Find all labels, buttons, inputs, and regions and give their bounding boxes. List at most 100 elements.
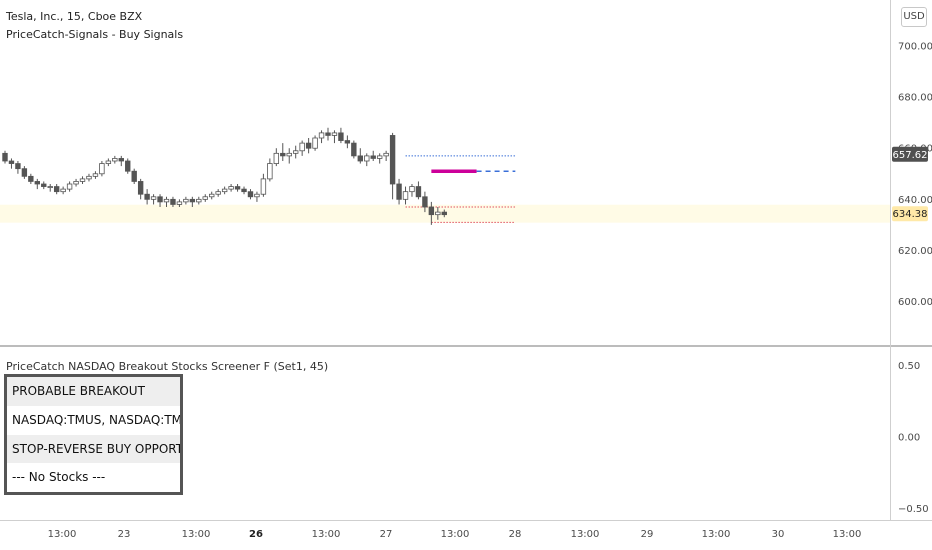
screener-tick-label: −0.50 — [898, 504, 929, 515]
candle[interactable] — [2, 150, 8, 164]
candle[interactable] — [86, 173, 92, 182]
candle[interactable] — [422, 191, 428, 213]
candle-body — [312, 137, 318, 149]
candle-body — [396, 183, 402, 200]
candle[interactable] — [60, 186, 66, 195]
candle[interactable] — [312, 135, 318, 151]
candle[interactable] — [273, 148, 280, 167]
candle[interactable] — [396, 178, 402, 205]
candle[interactable] — [267, 158, 273, 182]
candle-body — [34, 181, 40, 185]
candle-body — [131, 170, 137, 182]
candle[interactable] — [105, 158, 112, 167]
candle[interactable] — [21, 166, 28, 179]
candle[interactable] — [118, 155, 124, 167]
candle[interactable] — [99, 161, 105, 177]
price-tick-label: 620.00 — [898, 246, 932, 257]
time-tick-label: 30 — [772, 529, 785, 540]
candle[interactable] — [241, 186, 247, 195]
screener-tick-label: 0.50 — [898, 361, 920, 372]
candle[interactable] — [435, 207, 441, 220]
candle[interactable] — [318, 130, 325, 144]
candle[interactable] — [286, 148, 292, 164]
time-tick-label: 26 — [249, 529, 263, 540]
price-tick-label: 700.00 — [898, 42, 932, 53]
candle[interactable] — [125, 158, 131, 174]
candle-body — [254, 193, 260, 198]
candle[interactable] — [66, 181, 73, 192]
candle[interactable] — [41, 181, 47, 190]
time-axis[interactable]: 13:00 23 13:00 26 13:00 27 13:00 28 13:00 29 13:00… — [48, 529, 862, 540]
candle[interactable] — [247, 189, 254, 200]
candle[interactable] — [299, 140, 305, 156]
candle[interactable] — [131, 168, 137, 184]
candle[interactable] — [221, 186, 228, 195]
candle[interactable] — [325, 127, 331, 141]
candle-body — [364, 155, 370, 162]
candle[interactable] — [196, 196, 202, 205]
candle[interactable] — [92, 171, 99, 179]
candle[interactable] — [209, 191, 215, 200]
candle[interactable] — [357, 148, 363, 164]
candle[interactable] — [73, 178, 79, 187]
candle-body — [441, 211, 447, 216]
candle[interactable] — [34, 178, 40, 190]
candle[interactable] — [189, 196, 196, 207]
candle[interactable] — [8, 158, 15, 169]
candle[interactable] — [163, 196, 170, 207]
candle[interactable] — [176, 199, 183, 207]
candle-body — [318, 132, 325, 139]
candle[interactable] — [215, 189, 221, 197]
candle[interactable] — [441, 209, 447, 218]
candle[interactable] — [112, 155, 118, 164]
screener-title: PriceCatch NASDAQ Breakout Stocks Screen… — [6, 360, 328, 373]
screener-axis[interactable]: 0.50 0.00 −0.50 — [898, 361, 929, 515]
candle[interactable] — [351, 140, 357, 159]
candlestick-series[interactable] — [2, 127, 447, 225]
time-tick-label: 13:00 — [48, 529, 77, 540]
candle[interactable] — [428, 201, 435, 225]
candle[interactable] — [383, 150, 389, 161]
candle[interactable] — [53, 184, 60, 195]
candle[interactable] — [292, 145, 299, 159]
candle[interactable] — [331, 130, 338, 144]
candle[interactable] — [389, 132, 396, 200]
candle[interactable] — [376, 153, 383, 164]
time-tick-label: 28 — [509, 529, 522, 540]
candle[interactable] — [137, 178, 144, 200]
candle[interactable] — [183, 196, 189, 205]
indicator-title: PriceCatch-Signals - Buy Signals — [6, 28, 183, 41]
candle[interactable] — [144, 189, 150, 205]
candle[interactable] — [280, 143, 286, 161]
candle[interactable] — [228, 184, 234, 192]
candle[interactable] — [415, 181, 422, 200]
time-tick-label: 13:00 — [441, 529, 470, 540]
candle[interactable] — [170, 196, 176, 207]
candle[interactable] — [28, 173, 34, 184]
candle[interactable] — [364, 153, 370, 167]
svg-text:657.62: 657.62 — [893, 150, 928, 161]
candle[interactable] — [305, 138, 312, 154]
candle-body — [8, 160, 15, 164]
currency-badge[interactable]: USD — [901, 7, 927, 27]
candle[interactable] — [344, 135, 351, 149]
screener-row-stop-reverse-stocks: --- No Stocks --- — [12, 470, 106, 485]
candle[interactable] — [409, 184, 415, 197]
candle[interactable] — [260, 173, 267, 197]
candle[interactable] — [254, 191, 260, 202]
candle[interactable] — [15, 161, 21, 174]
candle-body — [163, 198, 170, 203]
candle[interactable] — [79, 176, 86, 184]
candle[interactable] — [202, 194, 208, 202]
candle[interactable] — [47, 184, 53, 192]
candle[interactable] — [157, 194, 163, 207]
candle[interactable] — [402, 186, 409, 205]
candle[interactable] — [150, 194, 157, 205]
candle[interactable] — [370, 150, 376, 161]
candle-body — [247, 191, 254, 198]
time-tick-label: 27 — [380, 529, 393, 540]
candle[interactable] — [338, 127, 344, 144]
candle[interactable] — [234, 184, 241, 192]
